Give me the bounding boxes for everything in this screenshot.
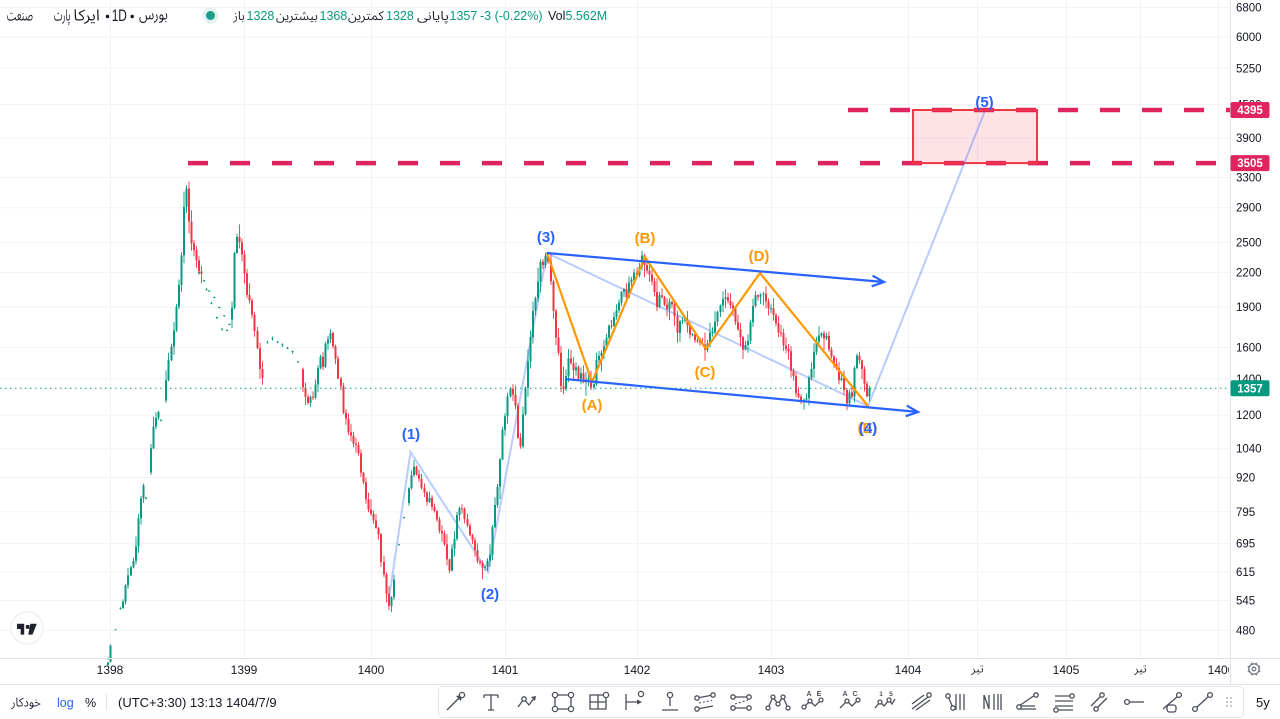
svg-text:5y: 5y <box>1256 695 1270 710</box>
svg-text:(1): (1) <box>402 426 420 443</box>
svg-text:3505: 3505 <box>1237 158 1263 170</box>
svg-text:1398: 1398 <box>97 663 124 677</box>
svg-text:1357: 1357 <box>450 9 478 23</box>
svg-text:695: 695 <box>1236 538 1255 550</box>
svg-text:1328: 1328 <box>386 9 414 23</box>
svg-text:A: A <box>842 691 847 698</box>
svg-text:3300: 3300 <box>1236 172 1262 184</box>
svg-text:795: 795 <box>1236 507 1255 519</box>
svg-text:545: 545 <box>1236 596 1255 608</box>
svg-text:6000: 6000 <box>1236 32 1262 44</box>
svg-text:920: 920 <box>1236 473 1255 485</box>
svg-text:1600: 1600 <box>1236 343 1262 355</box>
svg-text:1399: 1399 <box>231 663 258 677</box>
svg-text:-3 (-0.22%): -3 (-0.22%) <box>480 9 543 23</box>
svg-text:C: C <box>852 691 857 698</box>
svg-text:(B): (B) <box>635 230 656 247</box>
svg-text:5.562M: 5.562M <box>566 9 608 23</box>
svg-text:1405: 1405 <box>1053 663 1080 677</box>
svg-text:log: log <box>57 696 74 710</box>
svg-text:(E): (E) <box>858 420 878 437</box>
svg-text:Vol: Vol <box>548 9 565 23</box>
svg-text:1900: 1900 <box>1236 302 1262 314</box>
svg-text:(2): (2) <box>481 586 499 603</box>
svg-text:1402: 1402 <box>624 663 651 677</box>
svg-text:6800: 6800 <box>1236 3 1262 15</box>
svg-text:(3): (3) <box>537 229 555 246</box>
svg-text:615: 615 <box>1236 567 1255 579</box>
svg-text:480: 480 <box>1236 625 1255 637</box>
svg-text:1406: 1406 <box>1208 663 1235 677</box>
svg-text:1400: 1400 <box>358 663 385 677</box>
svg-text:4395: 4395 <box>1237 105 1263 117</box>
svg-text:1040: 1040 <box>1236 444 1262 456</box>
svg-text:5: 5 <box>889 691 893 698</box>
svg-text:1D: 1D <box>112 7 127 26</box>
svg-text:5250: 5250 <box>1236 63 1262 75</box>
svg-text:(UTC+3:30) 13:13 1404/7/9: (UTC+3:30) 13:13 1404/7/9 <box>118 695 277 710</box>
svg-text:2900: 2900 <box>1236 203 1262 215</box>
svg-text:1368: 1368 <box>320 9 348 23</box>
svg-text:(5): (5) <box>975 94 993 111</box>
svg-text:(D): (D) <box>749 248 770 265</box>
svg-text:1200: 1200 <box>1236 410 1262 422</box>
svg-text:E: E <box>817 691 822 698</box>
svg-text:1401: 1401 <box>492 663 519 677</box>
svg-text:2500: 2500 <box>1236 238 1262 250</box>
svg-text:3900: 3900 <box>1236 133 1262 145</box>
svg-text:1404: 1404 <box>895 663 922 677</box>
svg-text:2200: 2200 <box>1236 268 1262 280</box>
svg-text:A: A <box>806 691 811 698</box>
svg-text:(A): (A) <box>582 397 603 414</box>
svg-text:1328: 1328 <box>247 9 275 23</box>
svg-text:(C): (C) <box>695 364 716 381</box>
svg-text:1: 1 <box>879 691 883 698</box>
svg-text:(4): (4) <box>859 420 877 437</box>
svg-text:1403: 1403 <box>758 663 785 677</box>
svg-text:%: % <box>85 696 96 710</box>
svg-text:1357: 1357 <box>1237 383 1263 395</box>
